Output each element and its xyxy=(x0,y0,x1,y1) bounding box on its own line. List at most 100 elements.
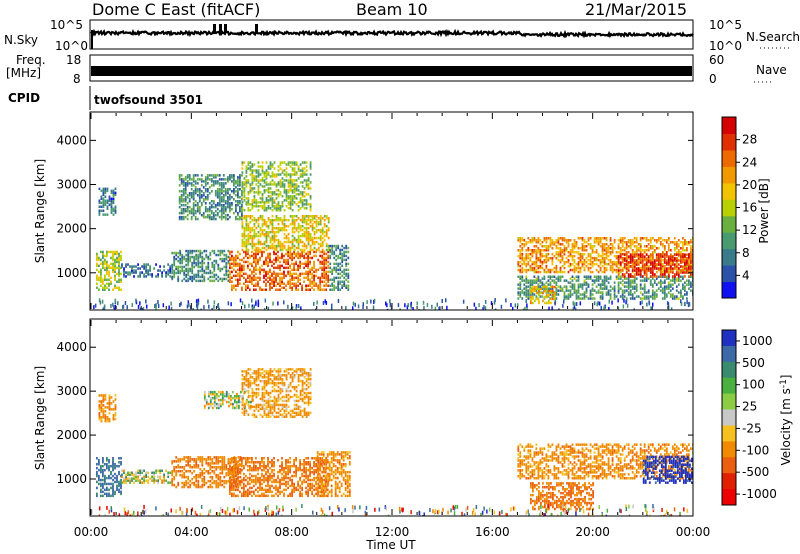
freq-band xyxy=(91,66,692,76)
data-cell xyxy=(665,263,668,266)
data-cell xyxy=(187,267,190,271)
data-cell xyxy=(251,244,254,248)
data-cell xyxy=(273,280,275,283)
data-cell xyxy=(307,215,310,218)
data-cell xyxy=(682,271,684,274)
data-cell xyxy=(329,254,332,258)
data-cell xyxy=(643,267,646,270)
data-cell xyxy=(289,181,292,184)
data-cell xyxy=(114,193,117,197)
data-cell xyxy=(631,260,634,264)
data-cell xyxy=(235,205,237,209)
data-cell xyxy=(231,280,233,283)
data-cell xyxy=(299,240,302,244)
data-cell xyxy=(530,289,532,293)
data-cell xyxy=(301,195,304,198)
data-cell xyxy=(553,270,556,274)
data-cell xyxy=(645,249,648,252)
data-cell xyxy=(229,198,231,201)
data-cell xyxy=(671,275,674,278)
data-cell xyxy=(669,253,672,256)
scatter-cell xyxy=(337,299,340,303)
data-cell xyxy=(192,198,195,201)
data-cell xyxy=(224,213,227,217)
data-cell xyxy=(255,226,258,230)
scatter-cell xyxy=(493,300,496,305)
data-cell xyxy=(651,245,654,248)
data-cell xyxy=(637,247,640,250)
data-cell xyxy=(565,241,568,244)
data-cell xyxy=(208,205,211,209)
data-cell xyxy=(190,184,193,187)
data-cell xyxy=(297,238,300,242)
data-cell xyxy=(147,481,149,484)
data-cell xyxy=(235,260,237,264)
data-cell xyxy=(535,268,538,272)
data-cell xyxy=(108,464,110,468)
data-cell xyxy=(287,163,290,166)
data-cell xyxy=(263,280,265,283)
data-cell xyxy=(177,251,180,255)
data-cell xyxy=(579,254,582,258)
data-cell xyxy=(281,183,284,186)
data-cell xyxy=(243,230,246,234)
data-cell xyxy=(569,277,572,280)
data-cell xyxy=(255,232,258,236)
data-cell xyxy=(265,258,267,262)
data-cell xyxy=(96,254,98,258)
data-cell xyxy=(178,178,181,181)
data-cell xyxy=(565,289,568,292)
data-cell xyxy=(546,301,548,305)
data-cell xyxy=(243,181,246,184)
data-cell xyxy=(667,273,670,276)
data-cell xyxy=(235,284,237,287)
data-cell xyxy=(100,468,102,472)
data-cell xyxy=(120,457,122,460)
data-cell xyxy=(279,276,281,280)
data-cell xyxy=(222,174,225,177)
data-cell xyxy=(307,242,310,246)
data-cell xyxy=(529,239,532,242)
data-cell xyxy=(571,293,574,296)
data-cell xyxy=(531,254,534,258)
data-cell xyxy=(187,271,190,275)
data-cell xyxy=(295,197,298,200)
data-cell xyxy=(543,277,546,280)
data-cell xyxy=(245,175,248,178)
data-cell xyxy=(517,254,520,258)
data-cell xyxy=(629,257,632,260)
data-cell xyxy=(535,277,538,280)
data-cell xyxy=(125,265,127,268)
data-cell xyxy=(143,263,145,266)
data-cell xyxy=(609,289,612,292)
data-cell xyxy=(125,477,127,480)
scatter-cell xyxy=(114,304,117,309)
data-cell xyxy=(559,266,562,270)
scatter-cell xyxy=(295,304,298,309)
data-cell xyxy=(567,258,570,262)
data-cell xyxy=(241,161,244,164)
data-cell xyxy=(538,299,540,303)
data-cell xyxy=(188,178,191,181)
data-cell xyxy=(137,469,139,472)
data-cell xyxy=(309,282,311,285)
data-cell xyxy=(243,177,246,180)
data-cell xyxy=(563,260,566,264)
data-cell xyxy=(229,262,231,266)
data-cell xyxy=(291,276,293,280)
data-cell xyxy=(623,273,626,276)
data-cell xyxy=(104,482,106,486)
data-cell xyxy=(613,247,616,250)
data-cell xyxy=(218,203,221,207)
data-cell xyxy=(245,197,248,200)
data-cell xyxy=(202,194,205,197)
data-cell xyxy=(549,293,552,296)
data-cell xyxy=(104,199,107,202)
data-cell xyxy=(537,256,540,260)
scatter-cell xyxy=(300,306,302,310)
data-cell xyxy=(309,203,312,206)
data-cell xyxy=(185,279,188,283)
data-cell xyxy=(555,264,558,268)
data-cell xyxy=(680,241,682,244)
data-cell xyxy=(241,209,243,213)
